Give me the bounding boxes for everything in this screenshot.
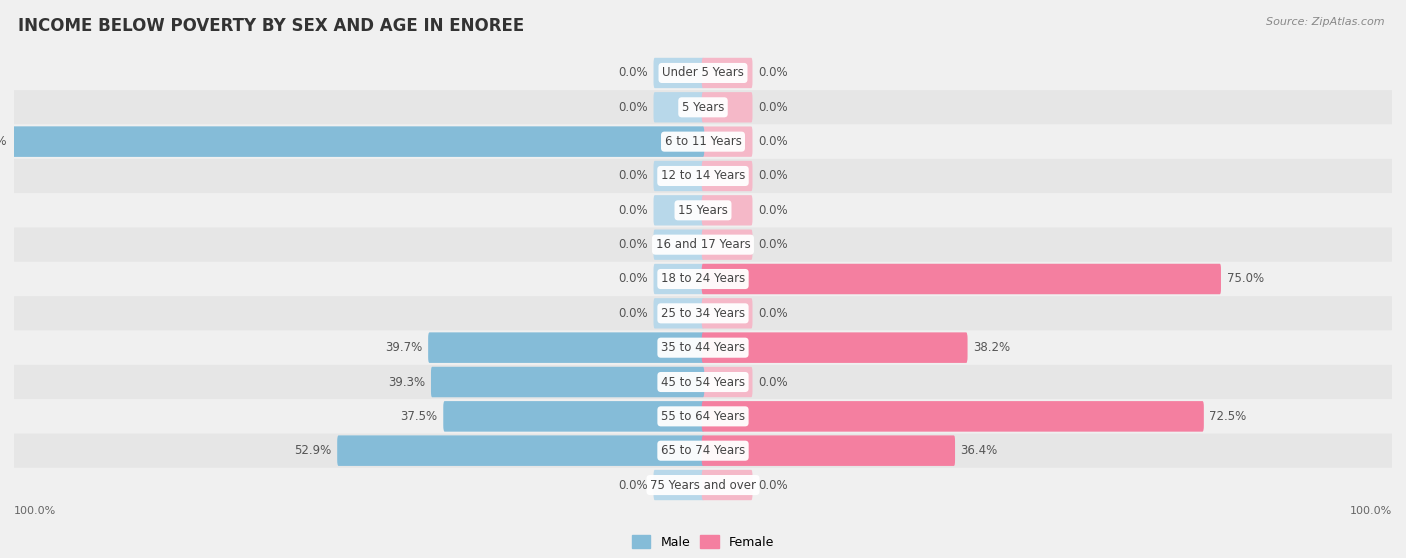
FancyBboxPatch shape [654,58,704,88]
FancyBboxPatch shape [14,262,1392,296]
Text: 72.5%: 72.5% [1209,410,1247,423]
FancyBboxPatch shape [702,333,967,363]
Text: 55 to 64 Years: 55 to 64 Years [661,410,745,423]
FancyBboxPatch shape [432,367,704,397]
FancyBboxPatch shape [654,298,704,329]
FancyBboxPatch shape [14,399,1392,434]
FancyBboxPatch shape [14,124,1392,159]
FancyBboxPatch shape [702,470,752,500]
FancyBboxPatch shape [702,161,752,191]
Text: 18 to 24 Years: 18 to 24 Years [661,272,745,286]
Text: 5 Years: 5 Years [682,101,724,114]
FancyBboxPatch shape [13,127,704,157]
FancyBboxPatch shape [702,435,955,466]
Text: 0.0%: 0.0% [758,66,787,79]
Text: 0.0%: 0.0% [619,170,648,182]
FancyBboxPatch shape [654,229,704,260]
FancyBboxPatch shape [702,264,1220,294]
Text: 0.0%: 0.0% [758,170,787,182]
Text: 0.0%: 0.0% [619,307,648,320]
Text: 0.0%: 0.0% [758,101,787,114]
Text: Under 5 Years: Under 5 Years [662,66,744,79]
Text: 65 to 74 Years: 65 to 74 Years [661,444,745,457]
Text: INCOME BELOW POVERTY BY SEX AND AGE IN ENOREE: INCOME BELOW POVERTY BY SEX AND AGE IN E… [18,17,524,35]
Text: 15 Years: 15 Years [678,204,728,217]
FancyBboxPatch shape [337,435,704,466]
FancyBboxPatch shape [14,330,1392,365]
Text: 39.7%: 39.7% [385,341,423,354]
Text: 0.0%: 0.0% [619,101,648,114]
FancyBboxPatch shape [702,92,752,123]
FancyBboxPatch shape [429,333,704,363]
Text: 0.0%: 0.0% [758,238,787,251]
Text: 6 to 11 Years: 6 to 11 Years [665,135,741,148]
Text: 37.5%: 37.5% [401,410,437,423]
FancyBboxPatch shape [432,367,704,397]
FancyBboxPatch shape [14,228,1392,262]
FancyBboxPatch shape [14,365,1392,399]
FancyBboxPatch shape [654,161,704,191]
FancyBboxPatch shape [654,470,704,500]
FancyBboxPatch shape [14,193,1392,228]
Text: 75 Years and over: 75 Years and over [650,479,756,492]
Text: 100.0%: 100.0% [14,506,56,516]
Text: 39.3%: 39.3% [388,376,426,388]
Text: 25 to 34 Years: 25 to 34 Years [661,307,745,320]
FancyBboxPatch shape [337,435,704,466]
FancyBboxPatch shape [702,435,955,466]
Text: 45 to 54 Years: 45 to 54 Years [661,376,745,388]
FancyBboxPatch shape [702,333,967,363]
Text: Source: ZipAtlas.com: Source: ZipAtlas.com [1267,17,1385,27]
Text: 12 to 14 Years: 12 to 14 Years [661,170,745,182]
FancyBboxPatch shape [13,127,704,157]
Text: 100.0%: 100.0% [1350,506,1392,516]
Text: 100.0%: 100.0% [0,135,7,148]
FancyBboxPatch shape [14,296,1392,330]
Text: 35 to 44 Years: 35 to 44 Years [661,341,745,354]
Text: 0.0%: 0.0% [758,204,787,217]
FancyBboxPatch shape [429,333,704,363]
FancyBboxPatch shape [702,58,752,88]
FancyBboxPatch shape [702,401,1204,431]
FancyBboxPatch shape [14,468,1392,502]
FancyBboxPatch shape [702,298,752,329]
FancyBboxPatch shape [14,159,1392,193]
FancyBboxPatch shape [702,229,752,260]
Text: 0.0%: 0.0% [758,135,787,148]
Text: 0.0%: 0.0% [619,204,648,217]
Text: 0.0%: 0.0% [619,238,648,251]
FancyBboxPatch shape [14,56,1392,90]
Text: 0.0%: 0.0% [758,307,787,320]
FancyBboxPatch shape [443,401,704,431]
FancyBboxPatch shape [702,401,1204,431]
Text: 38.2%: 38.2% [973,341,1010,354]
FancyBboxPatch shape [443,401,704,431]
FancyBboxPatch shape [14,90,1392,124]
FancyBboxPatch shape [654,195,704,225]
Text: 0.0%: 0.0% [619,272,648,286]
FancyBboxPatch shape [14,434,1392,468]
FancyBboxPatch shape [654,264,704,294]
FancyBboxPatch shape [654,92,704,123]
FancyBboxPatch shape [702,195,752,225]
Text: 0.0%: 0.0% [619,479,648,492]
FancyBboxPatch shape [702,127,752,157]
FancyBboxPatch shape [702,264,1220,294]
Text: 0.0%: 0.0% [758,376,787,388]
FancyBboxPatch shape [702,367,752,397]
Text: 0.0%: 0.0% [619,66,648,79]
Text: 52.9%: 52.9% [294,444,332,457]
Text: 0.0%: 0.0% [758,479,787,492]
Text: 75.0%: 75.0% [1226,272,1264,286]
Legend: Male, Female: Male, Female [627,530,779,554]
Text: 36.4%: 36.4% [960,444,998,457]
Text: 16 and 17 Years: 16 and 17 Years [655,238,751,251]
